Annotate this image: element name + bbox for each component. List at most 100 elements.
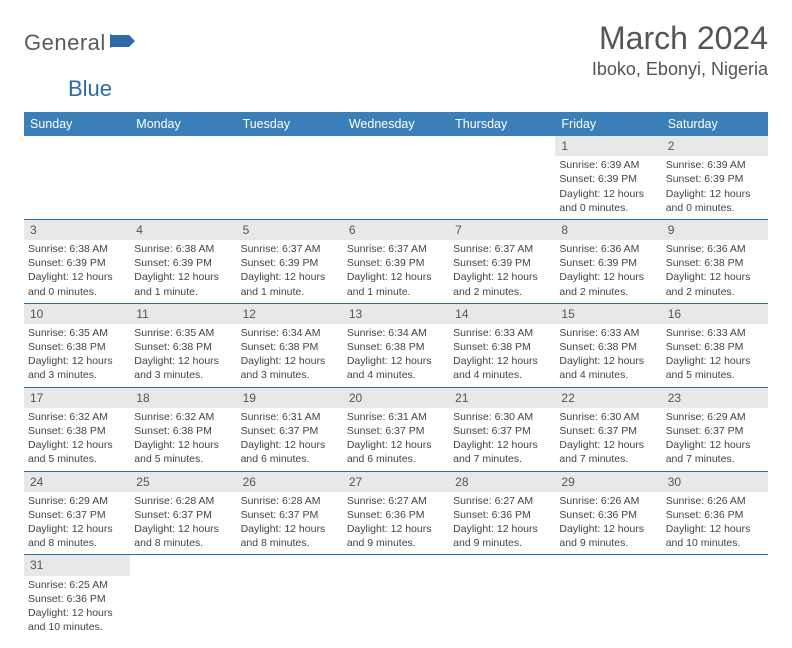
daylight-text: Daylight: 12 hours — [666, 354, 764, 368]
calendar-day: 22Sunrise: 6:30 AMSunset: 6:37 PMDayligh… — [555, 388, 661, 471]
location-subtitle: Iboko, Ebonyi, Nigeria — [592, 59, 768, 80]
calendar-empty — [343, 136, 449, 219]
weekday-wednesday: Wednesday — [343, 112, 449, 136]
sunrise-text: Sunrise: 6:34 AM — [241, 326, 339, 340]
sunrise-text: Sunrise: 6:31 AM — [347, 410, 445, 424]
daylight-text: and 4 minutes. — [453, 368, 551, 382]
calendar-day: 21Sunrise: 6:30 AMSunset: 6:37 PMDayligh… — [449, 388, 555, 471]
weekday-header: Sunday Monday Tuesday Wednesday Thursday… — [24, 112, 768, 136]
calendar-empty — [662, 555, 768, 638]
daylight-text: and 2 minutes. — [666, 285, 764, 299]
daylight-text: Daylight: 12 hours — [559, 187, 657, 201]
calendar-empty — [237, 136, 343, 219]
sunset-text: Sunset: 6:37 PM — [134, 508, 232, 522]
daylight-text: and 3 minutes. — [241, 368, 339, 382]
sunrise-text: Sunrise: 6:30 AM — [559, 410, 657, 424]
daylight-text: Daylight: 12 hours — [134, 438, 232, 452]
day-number: 20 — [343, 388, 449, 408]
sunrise-text: Sunrise: 6:27 AM — [347, 494, 445, 508]
sunrise-text: Sunrise: 6:38 AM — [134, 242, 232, 256]
sunset-text: Sunset: 6:37 PM — [559, 424, 657, 438]
sunset-text: Sunset: 6:37 PM — [241, 424, 339, 438]
sunset-text: Sunset: 6:36 PM — [666, 508, 764, 522]
sunrise-text: Sunrise: 6:25 AM — [28, 578, 126, 592]
daylight-text: Daylight: 12 hours — [241, 522, 339, 536]
month-title: March 2024 — [592, 20, 768, 57]
calendar-day: 10Sunrise: 6:35 AMSunset: 6:38 PMDayligh… — [24, 304, 130, 387]
calendar-day: 6Sunrise: 6:37 AMSunset: 6:39 PMDaylight… — [343, 220, 449, 303]
calendar-empty — [449, 555, 555, 638]
calendar-day: 8Sunrise: 6:36 AMSunset: 6:39 PMDaylight… — [555, 220, 661, 303]
sunset-text: Sunset: 6:37 PM — [453, 424, 551, 438]
daylight-text: and 0 minutes. — [666, 201, 764, 215]
daylight-text: and 8 minutes. — [28, 536, 126, 550]
calendar-day: 3Sunrise: 6:38 AMSunset: 6:39 PMDaylight… — [24, 220, 130, 303]
sunset-text: Sunset: 6:39 PM — [241, 256, 339, 270]
day-number: 18 — [130, 388, 236, 408]
calendar-day: 1Sunrise: 6:39 AMSunset: 6:39 PMDaylight… — [555, 136, 661, 219]
calendar-day: 16Sunrise: 6:33 AMSunset: 6:38 PMDayligh… — [662, 304, 768, 387]
weekday-tuesday: Tuesday — [237, 112, 343, 136]
sunrise-text: Sunrise: 6:38 AM — [28, 242, 126, 256]
daylight-text: and 6 minutes. — [347, 452, 445, 466]
sunrise-text: Sunrise: 6:37 AM — [241, 242, 339, 256]
calendar-day: 29Sunrise: 6:26 AMSunset: 6:36 PMDayligh… — [555, 472, 661, 555]
day-number: 6 — [343, 220, 449, 240]
daylight-text: and 5 minutes. — [28, 452, 126, 466]
calendar-day: 28Sunrise: 6:27 AMSunset: 6:36 PMDayligh… — [449, 472, 555, 555]
sunrise-text: Sunrise: 6:29 AM — [666, 410, 764, 424]
sunset-text: Sunset: 6:38 PM — [453, 340, 551, 354]
calendar-week: 17Sunrise: 6:32 AMSunset: 6:38 PMDayligh… — [24, 388, 768, 472]
calendar-day: 31Sunrise: 6:25 AMSunset: 6:36 PMDayligh… — [24, 555, 130, 638]
sunset-text: Sunset: 6:38 PM — [28, 424, 126, 438]
daylight-text: and 10 minutes. — [28, 620, 126, 634]
calendar-day: 26Sunrise: 6:28 AMSunset: 6:37 PMDayligh… — [237, 472, 343, 555]
sunrise-text: Sunrise: 6:37 AM — [347, 242, 445, 256]
day-number: 15 — [555, 304, 661, 324]
daylight-text: and 8 minutes. — [241, 536, 339, 550]
brand-name-2: Blue — [68, 76, 112, 102]
sunrise-text: Sunrise: 6:33 AM — [666, 326, 764, 340]
daylight-text: Daylight: 12 hours — [28, 438, 126, 452]
day-number: 14 — [449, 304, 555, 324]
weekday-friday: Friday — [555, 112, 661, 136]
sunset-text: Sunset: 6:39 PM — [134, 256, 232, 270]
calendar-day: 5Sunrise: 6:37 AMSunset: 6:39 PMDaylight… — [237, 220, 343, 303]
sunset-text: Sunset: 6:38 PM — [241, 340, 339, 354]
calendar-empty — [130, 555, 236, 638]
daylight-text: and 0 minutes. — [28, 285, 126, 299]
daylight-text: and 5 minutes. — [666, 368, 764, 382]
sunset-text: Sunset: 6:37 PM — [28, 508, 126, 522]
daylight-text: Daylight: 12 hours — [453, 438, 551, 452]
sunset-text: Sunset: 6:36 PM — [559, 508, 657, 522]
sunset-text: Sunset: 6:37 PM — [347, 424, 445, 438]
day-number: 13 — [343, 304, 449, 324]
daylight-text: Daylight: 12 hours — [134, 522, 232, 536]
daylight-text: Daylight: 12 hours — [241, 438, 339, 452]
sunrise-text: Sunrise: 6:37 AM — [453, 242, 551, 256]
sunrise-text: Sunrise: 6:32 AM — [28, 410, 126, 424]
sunrise-text: Sunrise: 6:36 AM — [666, 242, 764, 256]
calendar-day: 23Sunrise: 6:29 AMSunset: 6:37 PMDayligh… — [662, 388, 768, 471]
day-number: 8 — [555, 220, 661, 240]
calendar-day: 25Sunrise: 6:28 AMSunset: 6:37 PMDayligh… — [130, 472, 236, 555]
day-number: 7 — [449, 220, 555, 240]
daylight-text: and 4 minutes. — [347, 368, 445, 382]
sunrise-text: Sunrise: 6:30 AM — [453, 410, 551, 424]
daylight-text: and 4 minutes. — [559, 368, 657, 382]
calendar-day: 7Sunrise: 6:37 AMSunset: 6:39 PMDaylight… — [449, 220, 555, 303]
sunset-text: Sunset: 6:36 PM — [28, 592, 126, 606]
calendar-grid: Sunday Monday Tuesday Wednesday Thursday… — [24, 112, 768, 638]
daylight-text: Daylight: 12 hours — [134, 270, 232, 284]
day-number: 16 — [662, 304, 768, 324]
daylight-text: and 10 minutes. — [666, 536, 764, 550]
calendar-day: 20Sunrise: 6:31 AMSunset: 6:37 PMDayligh… — [343, 388, 449, 471]
day-number: 5 — [237, 220, 343, 240]
calendar-empty — [343, 555, 449, 638]
sunset-text: Sunset: 6:39 PM — [347, 256, 445, 270]
day-number: 23 — [662, 388, 768, 408]
calendar-day: 30Sunrise: 6:26 AMSunset: 6:36 PMDayligh… — [662, 472, 768, 555]
sunset-text: Sunset: 6:39 PM — [28, 256, 126, 270]
calendar-empty — [555, 555, 661, 638]
daylight-text: Daylight: 12 hours — [453, 522, 551, 536]
